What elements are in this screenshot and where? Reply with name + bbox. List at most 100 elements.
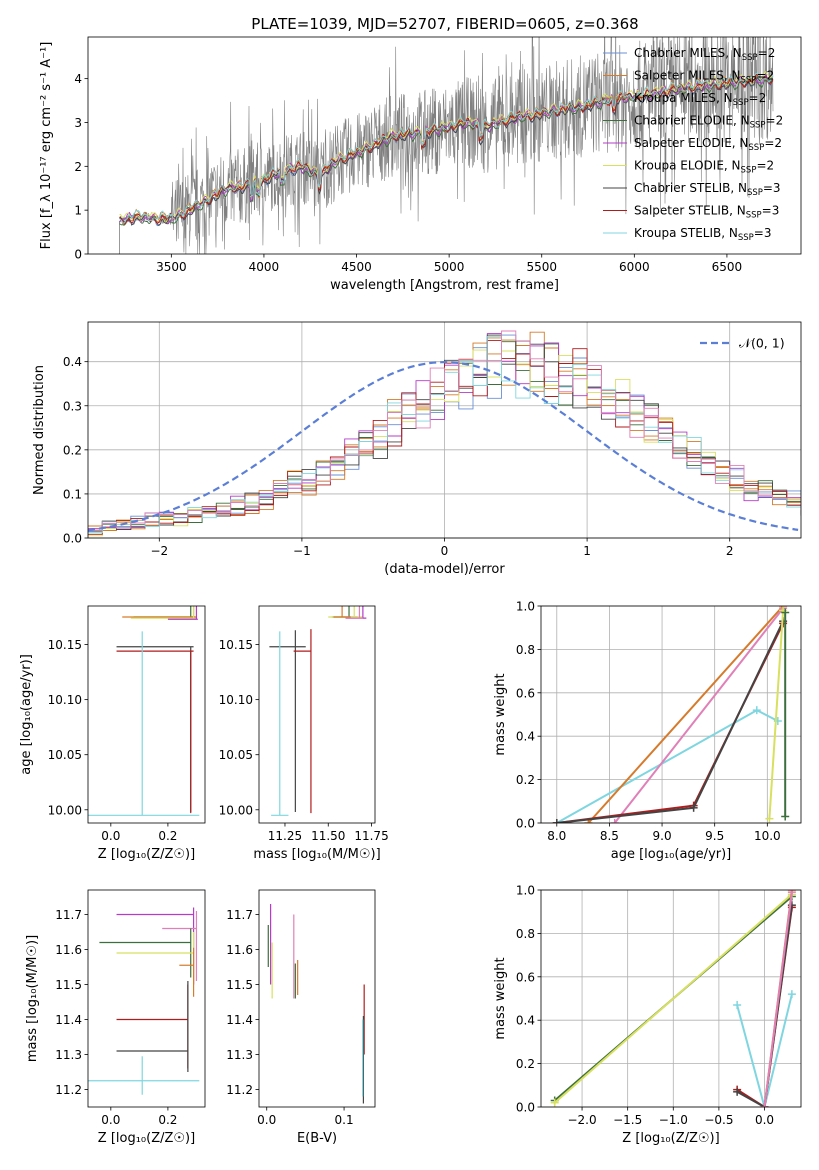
errorbar-point-4 bbox=[179, 947, 195, 997]
x-tick-label: −1.0 bbox=[659, 1113, 688, 1127]
y-tick-label: 0.2 bbox=[516, 1057, 535, 1071]
histogram-series-8 bbox=[88, 335, 801, 534]
x-tick-label: 0.2 bbox=[158, 1113, 177, 1127]
errorbar-point-7 bbox=[88, 1056, 200, 1095]
x-tick-label: 11.25 bbox=[268, 829, 302, 843]
x-tick-label: 3500 bbox=[156, 260, 187, 274]
y-tick-label: 10.00 bbox=[48, 803, 82, 817]
legend-entry-label: Kroupa STELIB, NSSP=3 bbox=[634, 226, 772, 243]
y-tick-label: 0.1 bbox=[63, 487, 82, 501]
y-tick-label: 0.4 bbox=[516, 1014, 535, 1028]
histogram-series-9 bbox=[88, 330, 801, 530]
legend-entry-label: Salpeter ELODIE, NSSP=2 bbox=[634, 136, 782, 153]
y-tick-label: 11.3 bbox=[226, 1048, 253, 1062]
y-tick-label: 0.2 bbox=[516, 773, 535, 787]
x-tick-label: 4500 bbox=[341, 260, 372, 274]
panel-massweight_vs_age: 8.0 8.5 9.0 9.5 10.0 0.0 0.2 0.4 0.6 0.8 1.0 age [l… bbox=[493, 600, 802, 862]
x-tick-label: 6000 bbox=[619, 260, 650, 274]
legend-entry-label: Kroupa MILES, NSSP=2 bbox=[634, 91, 766, 108]
x-axis-label: Z [log₁₀(Z/Z☉)] bbox=[98, 847, 195, 862]
panel-age_vs_mass: 11.25 11.50 11.75 10.00 10.05 10.10 10.15 mass … bbox=[219, 605, 389, 862]
errorbar-point-2 bbox=[130, 606, 197, 619]
x-axis-label: Z [log₁₀(Z/Z☉)] bbox=[98, 1131, 195, 1146]
plot-area bbox=[119, 37, 774, 254]
y-tick-label: 0.6 bbox=[516, 970, 535, 984]
x-tick-label: −0.5 bbox=[704, 1113, 733, 1127]
y-tick-label: 11.3 bbox=[55, 1048, 82, 1062]
axes-frame bbox=[87, 36, 802, 255]
figure-title: PLATE=1039, MJD=52707, FIBERID=0605, z=0… bbox=[251, 15, 638, 33]
y-tick-label: 0.0 bbox=[516, 1101, 535, 1115]
panel-residuals: −2 −1 0 1 2 0.0 0.1 0.2 0.3 0.4 (data-model)/error… bbox=[32, 321, 802, 577]
axes-frame bbox=[540, 605, 802, 824]
y-tick-label: 11.4 bbox=[226, 1013, 253, 1027]
x-tick-label: 5000 bbox=[434, 260, 465, 274]
y-tick-label: 0.4 bbox=[63, 355, 82, 369]
marker-4-0 bbox=[733, 1087, 742, 1096]
marker-0-1 bbox=[752, 706, 761, 715]
marker-6-1 bbox=[787, 890, 796, 897]
y-tick-label: 0.8 bbox=[516, 927, 535, 941]
y-tick-label: 4 bbox=[74, 72, 82, 86]
marker-6-0 bbox=[760, 1103, 769, 1107]
x-axis-label: mass [log₁₀(M/M☉)] bbox=[253, 847, 380, 862]
x-tick-label: 11.75 bbox=[354, 829, 388, 843]
marker-2-0 bbox=[610, 819, 619, 823]
errorbar-point-7 bbox=[345, 606, 363, 619]
mass-weight-series-2 bbox=[736, 993, 793, 1107]
y-tick-label: 0.2 bbox=[63, 443, 82, 457]
errorbar-point-6 bbox=[88, 631, 200, 816]
plot-area bbox=[88, 907, 200, 1095]
histogram-series-7 bbox=[88, 340, 801, 535]
y-tick-label: 11.6 bbox=[226, 943, 253, 957]
y-tick-label: 11.6 bbox=[55, 943, 82, 957]
x-tick-label: 0.0 bbox=[755, 1113, 774, 1127]
panel-massweight_vs_Z: −2.0 −1.5 −1.0 −0.5 0.0 0.0 0.2 0.4 0.6 0.8 1.0 Z [… bbox=[493, 884, 802, 1146]
x-axis-label: Z [log₁₀(Z/Z☉)] bbox=[622, 1131, 719, 1146]
model-line-8 bbox=[119, 72, 774, 224]
legend: Chabrier MILES, NSSP=2 Salpeter MILES, NS… bbox=[603, 46, 783, 243]
y-tick-label: 11.7 bbox=[55, 908, 82, 922]
y-tick-label: 0.0 bbox=[63, 532, 82, 546]
errorbar-point-4 bbox=[269, 630, 306, 812]
x-tick-label: 11.50 bbox=[311, 829, 345, 843]
plot-area bbox=[550, 890, 796, 1107]
mass-weight-series-1 bbox=[587, 606, 784, 823]
histogram-series-4 bbox=[88, 333, 801, 530]
x-tick-label: 8.0 bbox=[547, 829, 566, 843]
plot-area bbox=[267, 904, 365, 1104]
y-axis-label: Flux [f_λ 10⁻¹⁷ erg cm⁻² s⁻¹ A⁻¹] bbox=[39, 42, 54, 250]
marker-5-0 bbox=[765, 814, 774, 823]
axes-frame bbox=[87, 889, 206, 1108]
y-tick-label: 1 bbox=[74, 204, 82, 218]
y-tick-label: 1.0 bbox=[516, 600, 535, 614]
axes-frame bbox=[258, 605, 376, 824]
y-tick-label: 10.10 bbox=[219, 693, 253, 707]
model-line-5 bbox=[119, 70, 773, 223]
y-tick-label: 10.15 bbox=[219, 638, 253, 652]
mass-weight-series-4 bbox=[736, 905, 793, 1107]
errorbar-point-1 bbox=[122, 606, 197, 618]
x-axis-label: (data-model)/error bbox=[384, 562, 505, 577]
plot-area bbox=[552, 606, 790, 823]
legend-entry-label: 𝒩(0, 1) bbox=[739, 336, 785, 351]
x-tick-label: 9.0 bbox=[653, 829, 672, 843]
y-tick-label: 0.0 bbox=[516, 817, 535, 831]
y-tick-label: 11.2 bbox=[226, 1083, 253, 1097]
marker-4-0 bbox=[552, 819, 561, 823]
x-tick-label: 4000 bbox=[249, 260, 280, 274]
x-tick-label: 9.5 bbox=[705, 829, 724, 843]
plot-area bbox=[88, 330, 801, 537]
mass-weight-series-2 bbox=[613, 607, 784, 823]
y-tick-label: 11.4 bbox=[55, 1013, 82, 1027]
y-tick-label: 0.6 bbox=[516, 686, 535, 700]
y-tick-label: 1.0 bbox=[516, 884, 535, 898]
y-axis-label: age [log₁₀(age/yr)] bbox=[19, 654, 34, 775]
x-tick-label: −2 bbox=[150, 544, 168, 558]
y-tick-label: 10.15 bbox=[48, 638, 82, 652]
panel-mass_vs_Z: 0.0 0.2 11.2 11.3 11.4 11.5 11.6 11.7 Z [log₁₀(Z… bbox=[25, 889, 206, 1146]
x-tick-label: −1 bbox=[293, 544, 311, 558]
y-tick-label: 3 bbox=[74, 116, 82, 130]
plot-area bbox=[269, 606, 367, 816]
